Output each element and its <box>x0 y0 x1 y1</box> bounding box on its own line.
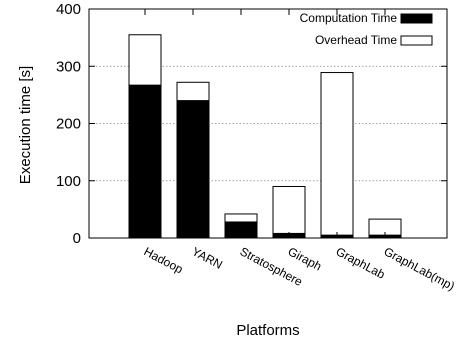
legend-swatch-computation <box>400 13 433 24</box>
y-tick-label-1: 100 <box>56 173 81 190</box>
y-tick-label-4: 400 <box>56 1 81 18</box>
bar-computation-1 <box>176 100 210 239</box>
y-axis: 0 100 200 300 400 <box>56 1 447 247</box>
bar-overhead-4 <box>320 72 354 236</box>
bar-computation-0 <box>128 84 162 239</box>
bar-overhead-1 <box>176 81 210 102</box>
legend-label-computation: Computation Time <box>300 11 398 25</box>
y-axis-label: Execution time [s] <box>17 66 34 184</box>
legend-label-overhead: Overhead Time <box>315 33 397 47</box>
legend: Computation Time Overhead Time <box>300 11 433 47</box>
y-tick-label-0: 0 <box>73 230 81 247</box>
y-tick-label-3: 300 <box>56 58 81 75</box>
bar-overhead-0 <box>128 34 162 86</box>
x-axis-label: Platforms <box>236 322 299 339</box>
bar-overhead-3 <box>272 185 306 234</box>
bar-overhead-2 <box>224 213 258 223</box>
legend-swatch-overhead <box>400 35 433 46</box>
y-tick-label-2: 200 <box>56 116 81 133</box>
